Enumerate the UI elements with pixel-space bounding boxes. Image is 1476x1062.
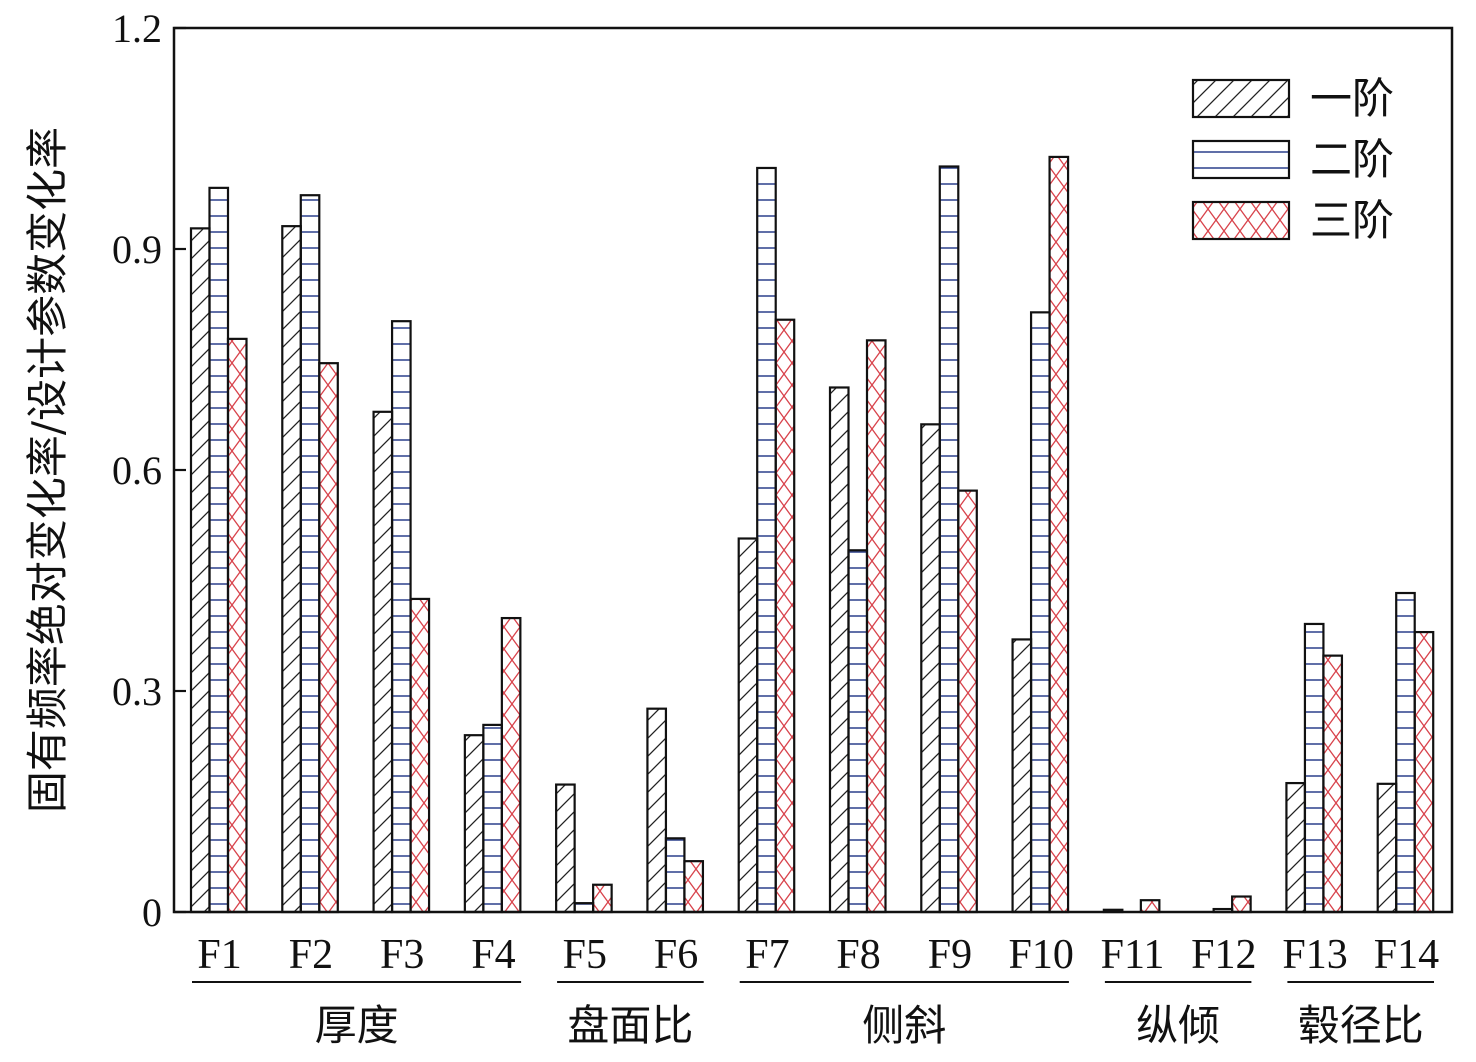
group-label-1: 厚度 [315, 1001, 399, 1050]
bar-f8-series-2 [847, 549, 869, 914]
bar-f3-series-2 [390, 320, 412, 914]
bar-f9-series-3 [957, 489, 978, 914]
bar-f10-series-1 [1011, 638, 1033, 914]
x-axis-labels: F1 F2 F3 F4 F5 F6 F7 F8 F9 F10 F11 F12 F13 F14 [197, 932, 1439, 978]
bar-f6-series-1 [646, 707, 668, 914]
x-tick-label-f3: F3 [380, 932, 424, 978]
bar-f14-series-1 [1376, 782, 1398, 914]
bar-f7-series-2 [756, 166, 777, 914]
bar-f2-series-1 [281, 225, 302, 914]
bar-f4-series-1 [463, 734, 485, 914]
bar-f5-series-2 [573, 902, 595, 914]
bar-f5-series-3 [592, 883, 613, 914]
x-tick-label-f9: F9 [928, 932, 972, 978]
bar-f7-series-3 [774, 318, 796, 914]
bar-f4-series-3 [500, 616, 522, 914]
bar-f6-series-3 [683, 860, 705, 914]
x-tick-label-f8: F8 [836, 932, 880, 978]
x-tick-label-f13: F13 [1282, 932, 1347, 978]
bar-f6-series-2 [664, 837, 686, 914]
bars-layer [189, 155, 1435, 914]
group-label-3: 侧斜 [862, 1001, 946, 1050]
legend-label-1: 一阶 [1310, 74, 1394, 123]
y-axis-ticks: 0 0.3 0.6 0.9 1.2 [112, 6, 186, 935]
x-tick-label-f12: F12 [1191, 932, 1256, 978]
y-axis-label: 固有频率绝对变化率/设计参数变化率 [23, 127, 72, 813]
group-label-5: 毂径比 [1298, 1001, 1424, 1050]
bar-f11-series-3 [1139, 899, 1161, 914]
y-tick-label: 0.6 [112, 448, 162, 493]
x-tick-label-f4: F4 [471, 932, 515, 978]
group-label-2: 盘面比 [567, 1001, 693, 1050]
x-tick-label-f1: F1 [197, 932, 241, 978]
bar-f8-series-1 [828, 386, 850, 914]
x-tick-label-f14: F14 [1374, 932, 1439, 978]
bar-f14-series-3 [1413, 630, 1435, 914]
legend-swatch-1 [1191, 78, 1291, 119]
bar-f13-series-1 [1285, 781, 1307, 914]
x-tick-label-f6: F6 [654, 932, 698, 978]
bar-f12-series-3 [1231, 895, 1252, 914]
x-tick-label-f7: F7 [745, 932, 789, 978]
bar-f4-series-2 [482, 723, 503, 914]
bar-f9-series-1 [920, 423, 941, 914]
bar-f2-series-3 [318, 362, 339, 914]
y-tick-label: 1.2 [112, 6, 162, 51]
legend-swatch-2 [1191, 139, 1291, 180]
bar-f10-series-3 [1048, 155, 1070, 914]
bar-f14-series-2 [1395, 591, 1416, 914]
bar-f3-series-1 [372, 410, 394, 914]
y-tick-label: 0.9 [112, 227, 162, 272]
bar-f7-series-1 [737, 537, 759, 914]
y-tick-label: 0.3 [112, 669, 162, 714]
bar-f5-series-1 [555, 783, 576, 914]
category-groups: 厚度 盘面比 侧斜 纵倾 毂径比 [192, 981, 1434, 1050]
x-tick-label-f5: F5 [563, 932, 607, 978]
bar-f9-series-2 [938, 165, 960, 914]
bar-f8-series-3 [865, 339, 887, 914]
bar-f13-series-2 [1303, 622, 1325, 914]
group-label-4: 纵倾 [1136, 1001, 1220, 1050]
bar-f1-series-3 [226, 337, 248, 914]
legend-label-3: 三阶 [1310, 196, 1394, 245]
x-tick-label-f11: F11 [1101, 932, 1165, 978]
legend-label-2: 二阶 [1310, 135, 1394, 184]
legend-swatch-3 [1191, 200, 1291, 241]
x-tick-label-f10: F10 [1009, 932, 1074, 978]
x-tick-label-f2: F2 [289, 932, 333, 978]
bar-f10-series-2 [1029, 311, 1051, 914]
bar-f2-series-2 [299, 194, 321, 914]
bar-f1-series-2 [208, 186, 230, 914]
bar-f3-series-3 [409, 597, 431, 914]
bar-f13-series-3 [1322, 654, 1344, 914]
bar-f1-series-1 [189, 227, 211, 914]
y-tick-label: 0 [142, 890, 162, 935]
